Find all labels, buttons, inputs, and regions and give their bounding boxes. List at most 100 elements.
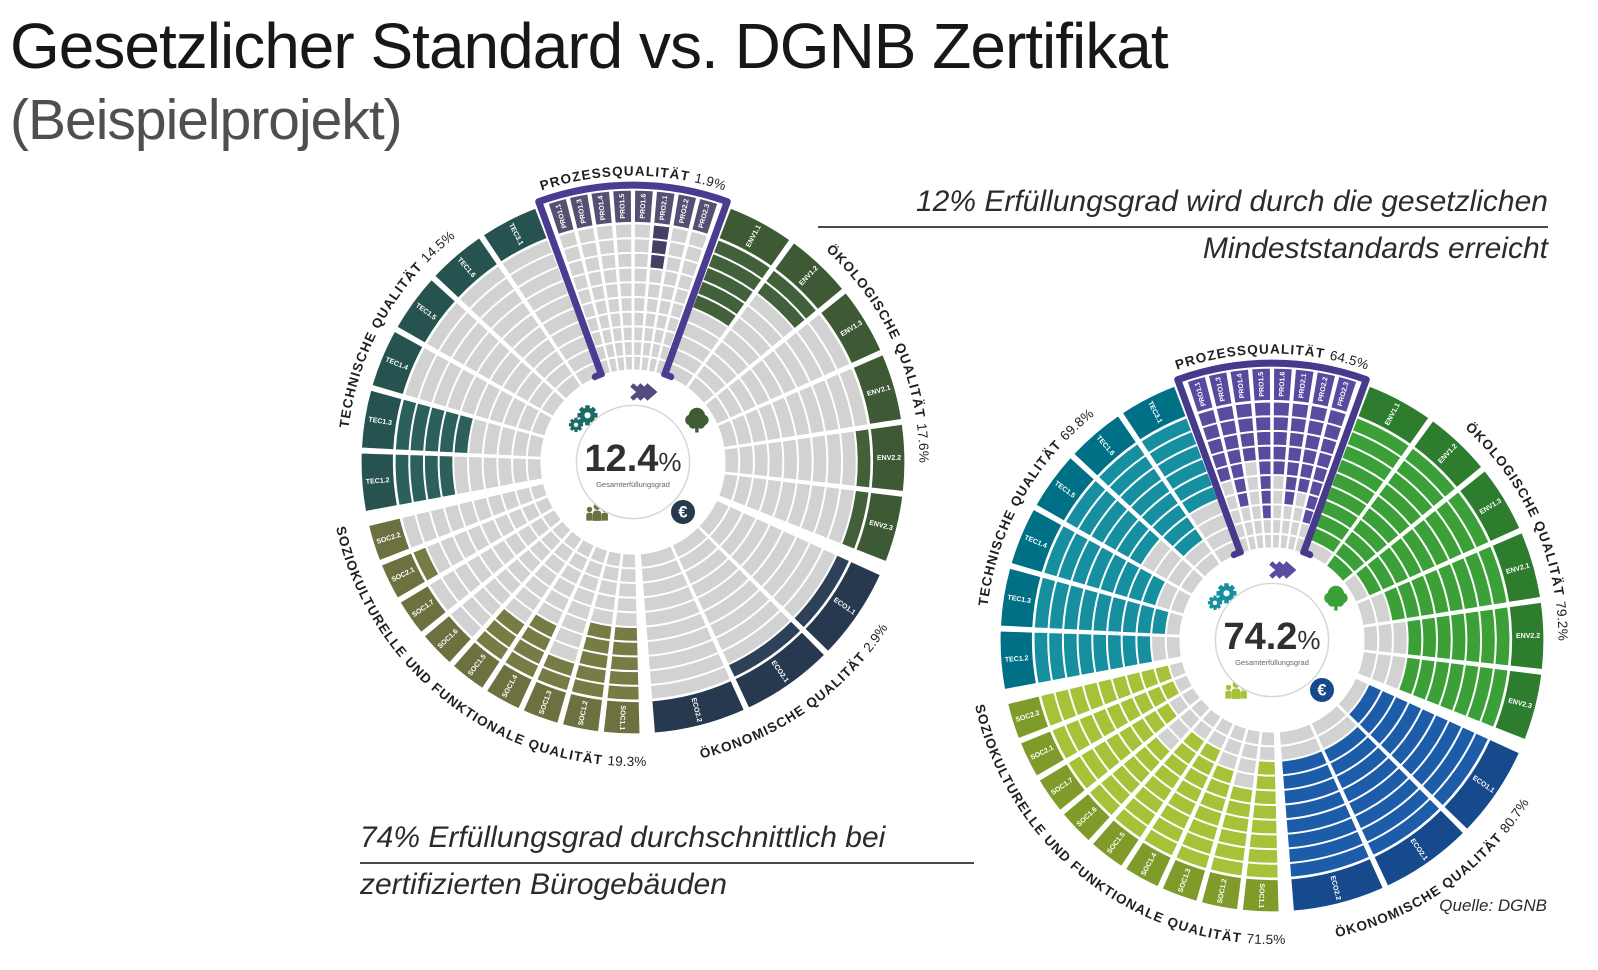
cell-TEC1.5-7 xyxy=(514,370,544,403)
band-ENV1.1 xyxy=(718,207,791,268)
cell-SOC1.7-3 xyxy=(466,554,494,585)
overall-score-sublabel: Gesamterfüllungsgrad xyxy=(1235,658,1309,667)
cell-PRO1.6-8 xyxy=(1272,518,1282,535)
cell-ENV2.2-2 xyxy=(825,432,843,486)
cell-TEC1.5-8 xyxy=(1166,558,1194,588)
cell-ENV1.2-3 xyxy=(738,304,784,349)
cell-PRO2.2-9 xyxy=(647,357,659,374)
cell-PRO2.2-7 xyxy=(1291,506,1305,523)
cell-ENV2.1-0 xyxy=(838,367,869,428)
cell-ENV1.1-1 xyxy=(707,252,763,292)
cell-PRO2.3-3 xyxy=(1315,451,1334,470)
cell-SOC1.3-5 xyxy=(1204,777,1231,799)
cell-PRO2.2-4 xyxy=(659,284,676,302)
cell-SOC2.1-6 xyxy=(1132,690,1155,716)
cell-ECO2.1-5 xyxy=(696,568,750,612)
cell-PRO1.6-9 xyxy=(1271,533,1281,549)
cell-ECO2.2-1 xyxy=(648,652,726,686)
cell-PRO2.1-8 xyxy=(641,341,653,358)
cell-PRO1.6-3 xyxy=(633,267,649,283)
annotation-certified-line1: 74% Erfüllungsgrad durchschnittlich bei xyxy=(360,820,974,864)
cell-ECO1.1-8 xyxy=(1347,683,1383,725)
cell-ENV2.2-8 xyxy=(1377,622,1394,654)
criterion-label-PRO1.6: PRO1.6 xyxy=(640,194,648,219)
cell-ENV1.1-3 xyxy=(696,280,746,316)
cell-SOC1.6-9 xyxy=(550,520,572,541)
cell-PRO1.6-6 xyxy=(1272,489,1284,505)
cell-SOC1.2-4 xyxy=(1224,799,1252,819)
cell-SOC1.6-8 xyxy=(1178,707,1201,730)
cell-ENV1.1-5 xyxy=(1325,485,1368,518)
cell-SOC1.3-6 xyxy=(571,585,597,607)
cell-SOC2.1-8 xyxy=(1159,679,1181,702)
cell-PRO1.3-0 xyxy=(576,226,597,245)
cell-SOC1.1-1 xyxy=(607,669,640,686)
cell-SOC1.4-9 xyxy=(575,538,596,559)
cell-TEC1.6-2 xyxy=(1119,467,1163,508)
cell-SOC1.4-8 xyxy=(567,551,589,573)
band-TEC3.1 xyxy=(1121,385,1187,441)
band-TEC1.5 xyxy=(1035,456,1096,522)
cell-TEC1.6-5 xyxy=(512,325,549,360)
cell-TEC1.5-2 xyxy=(451,321,490,367)
cell-SOC1.5-6 xyxy=(1172,741,1198,766)
cell-SOC1.1-3 xyxy=(611,640,639,657)
cell-ENV1.1-4 xyxy=(691,293,738,328)
criterion-label-TEC1.2: TEC1.2 xyxy=(1005,655,1029,664)
cell-TEC1.5-4 xyxy=(476,340,512,381)
cell-SOC1.1-6 xyxy=(1255,774,1277,791)
cell-TEC1.3-4 xyxy=(1092,591,1114,633)
cell-PRO2.2-2 xyxy=(664,255,683,274)
band-TEC3.1 xyxy=(482,207,548,263)
highlight-foot-left xyxy=(1230,548,1244,559)
cell-ENV1.1-6 xyxy=(1320,499,1360,530)
cell-ENV1.3-6 xyxy=(738,367,771,407)
cell-PRO1.6-5 xyxy=(1272,474,1285,491)
band-TEC1.2 xyxy=(360,452,399,513)
band-SOC1.7 xyxy=(1038,762,1087,812)
cell-ECO1.1-0 xyxy=(793,554,851,629)
slide-title: Gesetzlicher Standard vs. DGNB Zertifika… xyxy=(10,10,1169,149)
cell-SOC1.4-9 xyxy=(1214,716,1235,737)
cell-TEC1.6-3 xyxy=(1129,479,1171,518)
annotation-certified: 74% Erfüllungsgrad durchschnittlich bei … xyxy=(360,820,974,903)
cell-PRO1.4-3 xyxy=(1241,446,1258,463)
cell-PRO2.2-9 xyxy=(1286,535,1298,552)
band-PRO2.3 xyxy=(1330,375,1358,414)
cell-SOC1.3-7 xyxy=(1216,750,1240,771)
cell-ENV2.1-9 xyxy=(716,419,739,449)
cell-ENV2.1-8 xyxy=(1369,591,1392,624)
cell-SOC1.3-1 xyxy=(1181,830,1215,856)
cell-ENV2.3-6 xyxy=(758,478,783,518)
cell-PRO1.3-8 xyxy=(604,342,616,359)
cell-TEC1.5-5 xyxy=(489,350,523,388)
cell-SOC2.2-4 xyxy=(1097,677,1119,706)
cell-ENV2.2-1 xyxy=(839,430,857,487)
cell-SOC2.2-4 xyxy=(458,499,480,528)
cell-ECO1.1-0 xyxy=(1432,732,1490,807)
cell-TEC1.3-9 xyxy=(526,433,545,458)
cell-SOC1.2-3 xyxy=(1220,813,1250,833)
cell-PRO1.4-5 xyxy=(606,297,621,314)
cell-SOC2.2-1 xyxy=(415,510,439,544)
cell-ENV1.2-3 xyxy=(1377,482,1423,527)
cell-SOC1.7-7 xyxy=(516,523,540,548)
cell-PRO1.4-5 xyxy=(1245,475,1260,492)
cell-TEC1.5-4 xyxy=(1115,518,1151,559)
band-SOC2.1 xyxy=(380,552,427,600)
cell-PRO1.3-1 xyxy=(580,241,599,259)
cell-PRO1.5-6 xyxy=(621,311,633,327)
cell-ECO2.2-2 xyxy=(1286,817,1359,849)
title-line1: Gesetzlicher Standard vs. DGNB Zertifika… xyxy=(10,10,1169,82)
cell-SOC1.5-7 xyxy=(542,552,567,576)
cell-PRO1.3-2 xyxy=(1222,433,1241,452)
band-ECO2.1 xyxy=(1373,808,1465,887)
cell-ENV1.2-0 xyxy=(1403,447,1457,499)
cell-TEC1.3-6 xyxy=(482,421,503,456)
cell-PRO1.3-6 xyxy=(1236,491,1251,509)
criterion-label-TEC1.3: TEC1.3 xyxy=(1007,594,1032,605)
band-SOC1.3 xyxy=(1161,858,1207,903)
cell-PRO1.1-2 xyxy=(1206,437,1225,456)
cell-TEC1.5-8 xyxy=(527,380,555,410)
cell-PRO1.1-8 xyxy=(1233,522,1247,540)
